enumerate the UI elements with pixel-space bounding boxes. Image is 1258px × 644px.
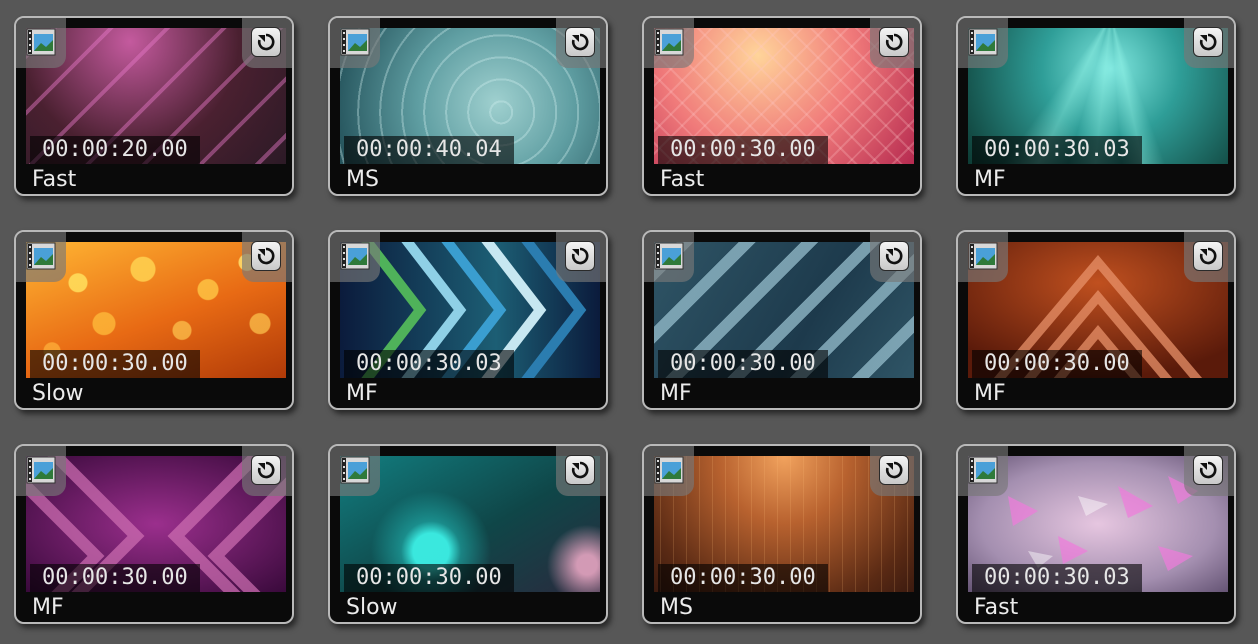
speed-label: Slow	[32, 381, 84, 406]
loop-badge	[242, 18, 292, 68]
media-type-badge	[16, 446, 66, 496]
media-type-badge	[330, 232, 380, 282]
media-tile[interactable]: 00:00:30.03 MF	[956, 16, 1236, 196]
loop-badge	[242, 446, 292, 496]
video-file-icon	[340, 242, 370, 270]
speed-label: MF	[346, 381, 378, 406]
media-type-badge	[16, 18, 66, 68]
media-tile[interactable]: 00:00:30.00 MF	[956, 230, 1236, 410]
speed-label: Fast	[974, 595, 1019, 620]
duration-timecode: 00:00:30.00	[344, 564, 514, 592]
loop-icon	[257, 33, 275, 51]
speed-label: MS	[346, 167, 379, 192]
video-file-icon	[654, 28, 684, 56]
loop-badge	[870, 18, 920, 68]
duration-timecode: 00:00:30.03	[972, 136, 1142, 164]
media-type-badge	[958, 18, 1008, 68]
duration-timecode: 00:00:30.00	[972, 350, 1142, 378]
media-tile[interactable]: 00:00:30.00 MS	[642, 444, 922, 624]
speed-label: MF	[974, 381, 1006, 406]
video-file-icon	[654, 456, 684, 484]
loop-button[interactable]	[1193, 455, 1223, 485]
loop-icon	[1199, 33, 1217, 51]
media-type-badge	[644, 446, 694, 496]
media-tile[interactable]: 00:00:20.00 Fast	[14, 16, 294, 196]
video-file-icon	[654, 242, 684, 270]
speed-label: Fast	[660, 167, 705, 192]
video-file-icon	[968, 242, 998, 270]
speed-label: MF	[660, 381, 692, 406]
duration-timecode: 00:00:30.00	[658, 564, 828, 592]
duration-timecode: 00:00:40.04	[344, 136, 514, 164]
loop-button[interactable]	[879, 241, 909, 271]
loop-icon	[571, 247, 589, 265]
video-file-icon	[26, 28, 56, 56]
duration-timecode: 00:00:30.00	[30, 350, 200, 378]
loop-button[interactable]	[879, 27, 909, 57]
video-file-icon	[968, 456, 998, 484]
speed-label: Slow	[346, 595, 398, 620]
media-type-badge	[644, 18, 694, 68]
loop-icon	[885, 247, 903, 265]
media-type-badge	[16, 232, 66, 282]
loop-badge	[870, 446, 920, 496]
loop-icon	[1199, 247, 1217, 265]
loop-badge	[870, 232, 920, 282]
media-type-badge	[958, 446, 1008, 496]
duration-timecode: 00:00:30.03	[972, 564, 1142, 592]
speed-label: MF	[974, 167, 1006, 192]
loop-button[interactable]	[565, 27, 595, 57]
media-tile[interactable]: 00:00:30.00 Slow	[14, 230, 294, 410]
media-tile[interactable]: 00:00:30.00 MF	[14, 444, 294, 624]
video-file-icon	[26, 456, 56, 484]
speed-label: MF	[32, 595, 64, 620]
loop-icon	[257, 461, 275, 479]
loop-button[interactable]	[1193, 27, 1223, 57]
loop-icon	[1199, 461, 1217, 479]
duration-timecode: 00:00:30.03	[344, 350, 514, 378]
speed-label: MS	[660, 595, 693, 620]
media-type-badge	[330, 18, 380, 68]
loop-badge	[556, 232, 606, 282]
duration-timecode: 00:00:30.00	[658, 350, 828, 378]
loop-icon	[885, 461, 903, 479]
loop-badge	[1184, 232, 1234, 282]
duration-timecode: 00:00:30.00	[30, 564, 200, 592]
loop-button[interactable]	[565, 241, 595, 271]
loop-button[interactable]	[879, 455, 909, 485]
loop-badge	[1184, 446, 1234, 496]
loop-button[interactable]	[565, 455, 595, 485]
loop-badge	[556, 18, 606, 68]
loop-button[interactable]	[251, 241, 281, 271]
loop-badge	[556, 446, 606, 496]
media-tile[interactable]: 00:00:30.00 MF	[642, 230, 922, 410]
video-file-icon	[968, 28, 998, 56]
media-tile[interactable]: 00:00:40.04 MS	[328, 16, 608, 196]
media-tile[interactable]: 00:00:30.03 MF	[328, 230, 608, 410]
loop-badge	[1184, 18, 1234, 68]
video-file-icon	[26, 242, 56, 270]
duration-timecode: 00:00:20.00	[30, 136, 200, 164]
loop-icon	[257, 247, 275, 265]
media-tile[interactable]: 00:00:30.00 Slow	[328, 444, 608, 624]
loop-icon	[571, 461, 589, 479]
loop-button[interactable]	[1193, 241, 1223, 271]
media-tile[interactable]: 00:00:30.03 Fast	[956, 444, 1236, 624]
video-file-icon	[340, 456, 370, 484]
media-type-badge	[958, 232, 1008, 282]
media-type-badge	[330, 446, 380, 496]
speed-label: Fast	[32, 167, 77, 192]
media-type-badge	[644, 232, 694, 282]
loop-icon	[885, 33, 903, 51]
loop-button[interactable]	[251, 455, 281, 485]
loop-icon	[571, 33, 589, 51]
video-file-icon	[340, 28, 370, 56]
loop-badge	[242, 232, 292, 282]
loop-button[interactable]	[251, 27, 281, 57]
media-tile[interactable]: 00:00:30.00 Fast	[642, 16, 922, 196]
duration-timecode: 00:00:30.00	[658, 136, 828, 164]
